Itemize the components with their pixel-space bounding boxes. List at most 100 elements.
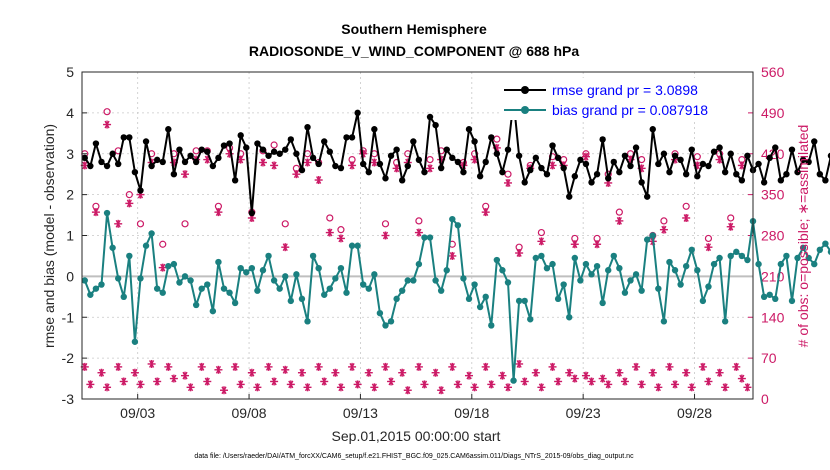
bias-point — [504, 279, 512, 286]
rmse-point — [677, 156, 684, 164]
obs-low-count-marker — [197, 362, 206, 371]
rmse-point — [744, 152, 751, 159]
rmse-point — [426, 113, 434, 121]
obs-low-count-marker — [253, 383, 262, 392]
rmse-point — [276, 150, 283, 157]
rmse-point — [471, 138, 478, 145]
obs-low-count-marker — [247, 368, 256, 377]
rmse-point — [465, 126, 473, 133]
bias-point — [493, 256, 501, 264]
bias-point — [343, 289, 350, 296]
bias-point — [170, 260, 178, 268]
rmse-point — [137, 187, 144, 194]
rmse-point — [727, 150, 734, 157]
rmse-point — [705, 162, 712, 170]
bias-point — [187, 277, 194, 284]
obs-low-count-marker — [236, 380, 245, 389]
obs-low-count-marker — [181, 371, 190, 380]
bias-point — [321, 291, 328, 298]
bias-point — [655, 285, 662, 292]
obs-low-count-marker — [565, 368, 574, 377]
bias-point — [566, 314, 573, 321]
rmse-point — [398, 177, 406, 184]
obs-low-count-marker — [414, 362, 423, 371]
legend-rmse-label: rmse grand pr = 3.0898 — [552, 82, 698, 98]
obs-assimilated-marker — [314, 176, 323, 185]
obs-low-count-marker — [581, 371, 590, 380]
rmse-point — [237, 132, 244, 139]
legend-bias-marker — [521, 106, 529, 114]
y-tick-label: -1 — [62, 309, 75, 325]
rmse-point — [103, 162, 111, 170]
bias-point — [354, 242, 361, 249]
bias-point — [92, 285, 100, 292]
bias-point — [766, 291, 773, 298]
rmse-point — [415, 156, 423, 164]
obs-assimilated-marker — [704, 243, 713, 252]
bias-point — [616, 265, 623, 272]
obs-low-count-marker — [381, 362, 390, 371]
rmse-point — [805, 158, 812, 166]
rmse-point — [348, 134, 356, 141]
bias-point — [404, 277, 411, 284]
obs-low-count-marker — [437, 386, 446, 395]
obs-assimilated-marker — [281, 243, 290, 252]
rmse-series — [81, 97, 830, 217]
bias-point — [153, 285, 161, 292]
bias-point — [176, 279, 183, 286]
bias-point — [337, 265, 345, 272]
obs-low-count-marker — [387, 377, 396, 386]
x-tick-label: 09/23 — [566, 405, 601, 421]
rmse-point — [421, 168, 428, 176]
bias-point — [710, 260, 718, 268]
bias-point — [593, 262, 601, 270]
obs-low-count-marker — [487, 380, 496, 389]
bias-point — [755, 260, 762, 268]
obs-low-count-marker — [637, 380, 646, 389]
bias-point — [387, 318, 395, 325]
bias-point — [360, 281, 367, 288]
rmse-point — [504, 146, 512, 153]
bias-point — [415, 260, 423, 268]
obs-possible-marker — [103, 108, 111, 116]
bias-point — [126, 252, 133, 260]
bias-point — [772, 295, 779, 303]
y-axis-ticks: -3 -2 -1 0 1 2 3 4 5 — [62, 64, 87, 407]
bias-point — [410, 277, 417, 284]
obs-low-count-marker — [704, 377, 713, 386]
bias-point — [827, 248, 830, 255]
rmse-point — [360, 160, 367, 168]
rmse-point — [532, 154, 540, 162]
bias-point — [677, 281, 684, 288]
rmse-point — [538, 164, 545, 172]
rmse-point — [521, 179, 528, 186]
bias-point — [304, 318, 311, 325]
rmse-point — [772, 144, 779, 151]
x-tick-label: 09/03 — [120, 405, 155, 421]
obs-low-count-marker — [598, 374, 607, 383]
rmse-point — [220, 142, 228, 149]
rmse-point — [460, 168, 467, 176]
obs-possible-marker — [159, 240, 167, 248]
obs-possible-marker — [704, 234, 713, 243]
obs-possible-marker — [281, 220, 289, 228]
obs-assimilated-marker — [537, 237, 546, 246]
bias-point — [449, 215, 456, 223]
obs-possible-marker — [326, 214, 334, 222]
y2-axis-label: # of obs: o=possible; ∗=assimilated — [795, 125, 811, 348]
rmse-point — [259, 146, 267, 153]
bias-point — [382, 322, 389, 329]
bias-point — [226, 289, 233, 296]
bias-point — [371, 271, 378, 278]
obs-possible-marker — [426, 155, 434, 164]
obs-assimilated-marker — [270, 161, 279, 170]
bias-point — [276, 285, 283, 292]
obs-assimilated-marker — [336, 234, 345, 243]
rmse-point — [605, 175, 612, 182]
obs-low-count-marker — [654, 383, 663, 392]
rmse-point — [554, 154, 562, 162]
obs-low-count-marker — [219, 386, 228, 395]
bias-point — [777, 260, 785, 268]
rmse-point — [811, 138, 818, 145]
x-tick-label: 09/08 — [232, 405, 267, 421]
